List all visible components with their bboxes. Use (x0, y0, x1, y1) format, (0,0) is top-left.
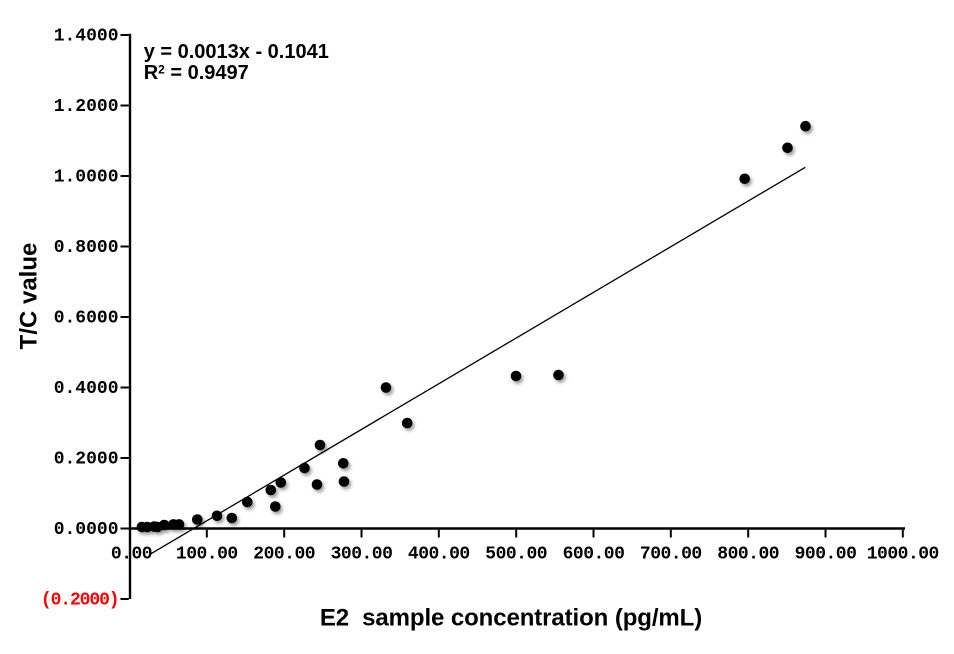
svg-text:R2 = 0.9497: R2 = 0.9497 (144, 62, 249, 84)
svg-text:600.00: 600.00 (563, 545, 625, 565)
svg-text:400.00: 400.00 (408, 545, 470, 565)
svg-text:300.00: 300.00 (331, 545, 393, 565)
svg-text:900.00: 900.00 (795, 545, 857, 565)
svg-text:0.00: 0.00 (111, 545, 152, 565)
svg-text:y = 0.0013x - 0.1041: y = 0.0013x - 0.1041 (144, 41, 329, 63)
svg-text:1000.00: 1000.00 (867, 545, 939, 565)
svg-text:0.6000: 0.6000 (54, 308, 119, 328)
svg-text:1.4000: 1.4000 (54, 26, 119, 46)
svg-text:0.4000: 0.4000 (54, 379, 119, 399)
svg-text:1.2000: 1.2000 (54, 97, 119, 117)
svg-text:500.00: 500.00 (485, 545, 547, 565)
svg-text:0.0000: 0.0000 (54, 520, 119, 540)
svg-text:T/C value: T/C value (16, 243, 43, 350)
svg-text:800.00: 800.00 (717, 545, 779, 565)
svg-text:1.0000: 1.0000 (54, 167, 119, 187)
svg-text:700.00: 700.00 (640, 545, 702, 565)
svg-text:0.8000: 0.8000 (54, 238, 119, 258)
svg-text:100.00: 100.00 (176, 545, 238, 565)
svg-text:(0.2000): (0.2000) (41, 590, 119, 610)
svg-text:0.2000: 0.2000 (54, 449, 119, 469)
svg-text:200.00: 200.00 (253, 545, 315, 565)
svg-text:E2 sample concentration (pg/m: E2 sample concentration (pg/mL) (320, 605, 702, 632)
